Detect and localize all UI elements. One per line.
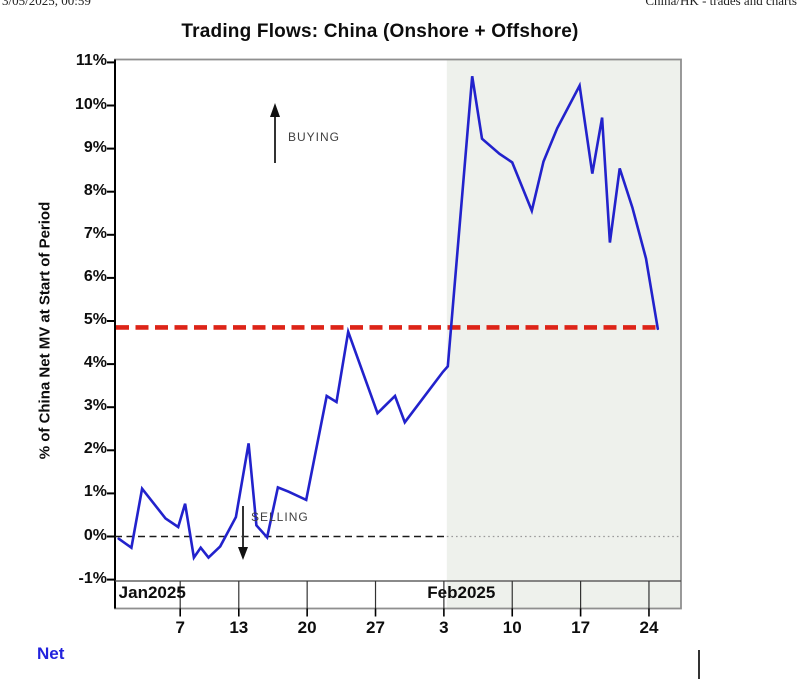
chart-title: Trading Flows: China (Onshore + Offshore… <box>181 21 579 42</box>
x-tick-label: 20 <box>297 618 317 637</box>
x-tick-label: 7 <box>175 618 185 637</box>
y-tick-label: 3% <box>83 397 107 415</box>
print-header-timestamp: 3/05/2025, 00:59 <box>2 0 91 8</box>
y-tick-label: 2% <box>83 440 107 458</box>
y-axis-ticks <box>107 61 115 581</box>
buying-annotation: BUYING <box>288 130 341 144</box>
legend-net: Net <box>37 644 65 663</box>
x-axis-ticks <box>179 581 650 617</box>
buying-arrow-icon <box>270 103 280 163</box>
x-tick-label: 13 <box>229 618 249 637</box>
month-label-feb: Feb2025 <box>427 583 496 602</box>
selling-arrow-icon <box>238 506 248 560</box>
y-tick-label: 4% <box>83 354 107 372</box>
y-tick-label: 9% <box>83 138 107 156</box>
y-tick-label: -1% <box>78 569 107 587</box>
month-label-jan: Jan2025 <box>118 583 186 602</box>
y-tick-label: 0% <box>83 526 107 544</box>
x-tick-label: 17 <box>571 618 591 637</box>
x-tick-label: 27 <box>366 618 385 637</box>
selling-annotation: SELLING <box>251 510 309 524</box>
y-tick-label: 10% <box>74 95 107 113</box>
feb-period-shade <box>446 59 681 609</box>
y-tick-label: 1% <box>83 483 107 501</box>
y-tick-label: 7% <box>83 224 107 242</box>
print-header-title: China/HK - trades and charts <box>645 0 797 8</box>
text-cursor <box>698 650 700 679</box>
y-tick-label: 6% <box>83 267 107 285</box>
x-tick-label: 10 <box>502 618 522 637</box>
y-tick-label: 11% <box>75 52 107 70</box>
x-tick-label: 3 <box>439 618 449 637</box>
x-tick-label: 24 <box>639 618 659 637</box>
y-tick-label: 8% <box>83 181 107 199</box>
y-tick-label: 5% <box>83 311 107 328</box>
net-flow-line <box>117 75 660 562</box>
